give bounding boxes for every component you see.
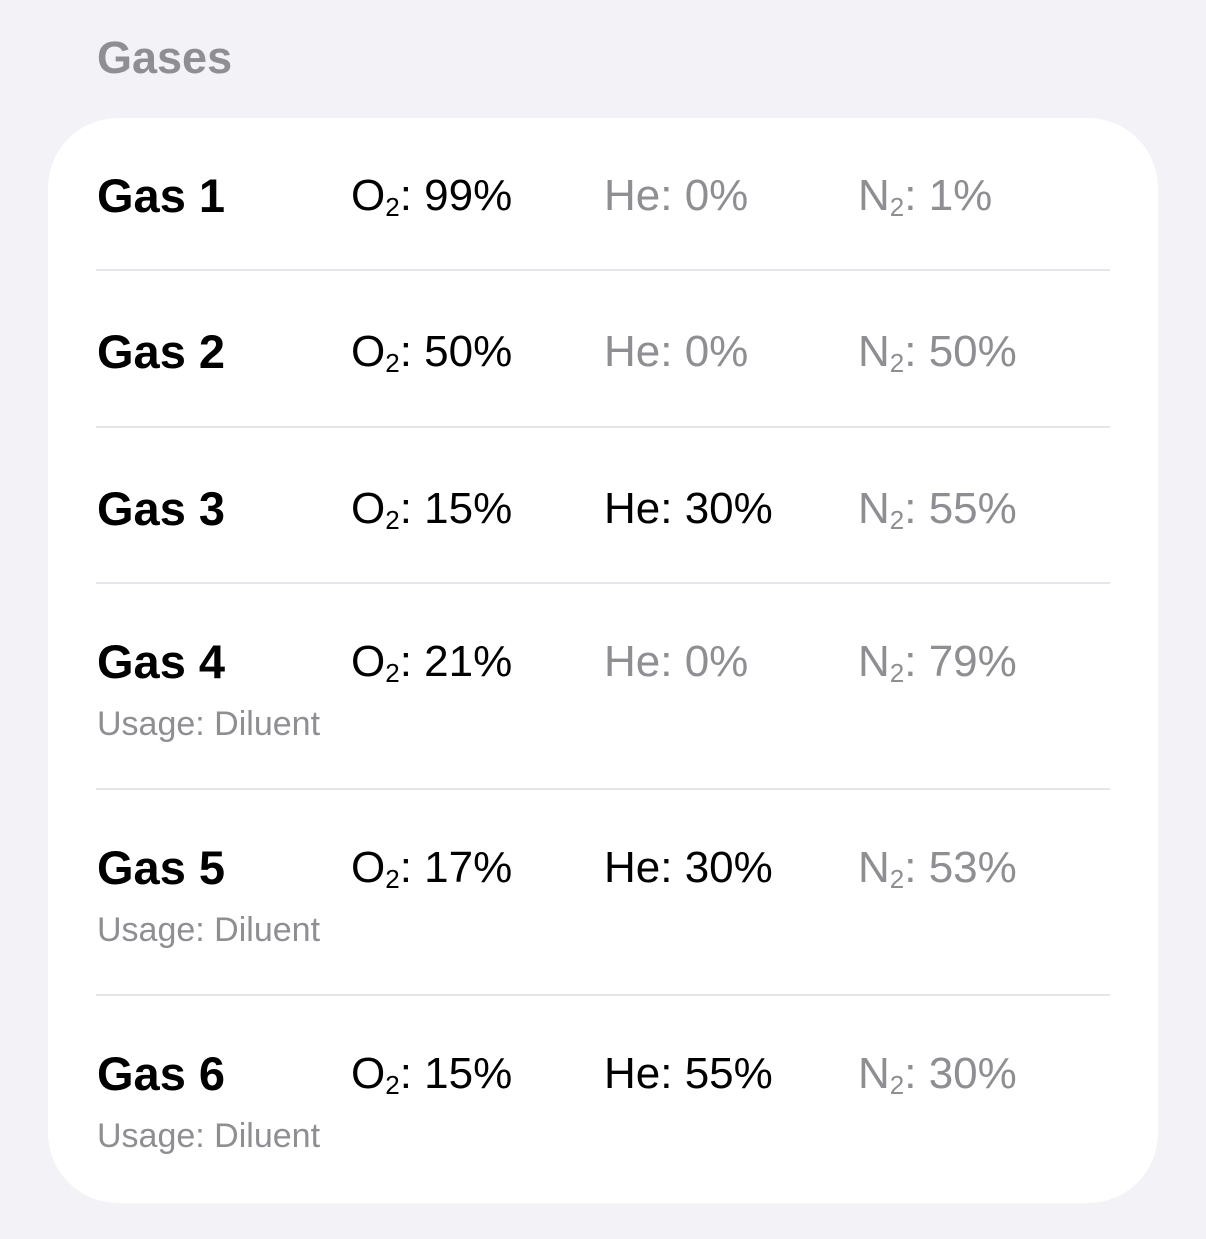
helium-value: He: 30%: [604, 484, 773, 533]
nitrogen-value: N2: 30%: [858, 1049, 1017, 1100]
oxygen-value: O2: 99%: [351, 171, 513, 222]
row-divider: [96, 269, 1110, 271]
gas-name: Gas 3: [97, 482, 226, 535]
row-divider: [96, 994, 1110, 996]
oxygen-value: O2: 15%: [351, 1049, 513, 1100]
helium-value: He: 0%: [604, 171, 749, 220]
nitrogen-value: N2: 50%: [858, 327, 1017, 378]
oxygen-value: O2: 50%: [351, 327, 513, 378]
row-divider: [96, 788, 1110, 790]
nitrogen-value: N2: 53%: [858, 843, 1017, 894]
gases-list: Gas 1 O2: 99% He: 0% N2: 1% Gas 2 O2: 50…: [48, 118, 1158, 1203]
helium-value: He: 55%: [604, 1049, 773, 1098]
gas-name: Gas 1: [97, 169, 226, 222]
helium-value: He: 30%: [604, 843, 773, 892]
gas-name: Gas 5: [97, 841, 226, 894]
row-divider: [96, 426, 1110, 428]
oxygen-value: O2: 21%: [351, 637, 513, 688]
gas-name: Gas 2: [97, 325, 226, 378]
helium-value: He: 0%: [604, 637, 749, 686]
oxygen-value: O2: 17%: [351, 843, 513, 894]
gas-name: Gas 6: [97, 1047, 226, 1100]
usage-label: Usage: Diluent: [97, 705, 321, 743]
nitrogen-value: N2: 79%: [858, 637, 1017, 688]
helium-value: He: 0%: [604, 327, 749, 376]
nitrogen-value: N2: 1%: [858, 171, 993, 222]
gas-name: Gas 4: [97, 635, 226, 688]
oxygen-value: O2: 15%: [351, 484, 513, 535]
section-header-gases: Gases: [97, 32, 233, 83]
usage-label: Usage: Diluent: [97, 1117, 321, 1155]
row-divider: [96, 582, 1110, 584]
usage-label: Usage: Diluent: [97, 911, 321, 949]
nitrogen-value: N2: 55%: [858, 484, 1017, 535]
